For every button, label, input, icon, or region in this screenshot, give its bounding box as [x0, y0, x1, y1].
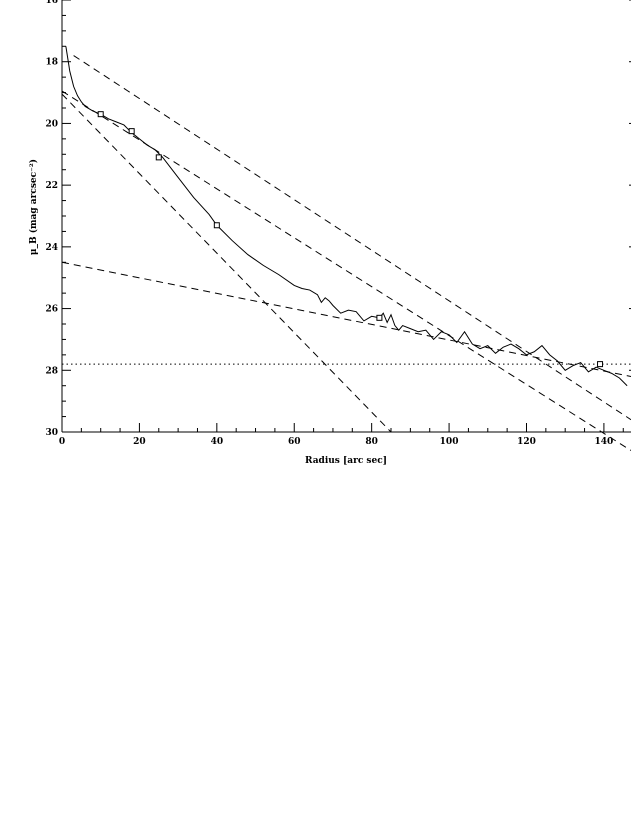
square-marker	[155, 154, 162, 161]
x-tick-label: 120	[517, 437, 536, 447]
x-tick-label: 100	[440, 437, 459, 447]
x-tick-label: 80	[365, 437, 378, 447]
x-tick-label: 40	[211, 437, 224, 447]
square-marker	[128, 128, 135, 135]
square-marker	[597, 361, 604, 368]
y-tick-label: 24	[45, 243, 58, 253]
series-solid-0	[65, 46, 628, 387]
y-tick-label: 28	[45, 366, 58, 376]
plot-axes	[61, 0, 631, 433]
x-tick-label: 60	[288, 437, 301, 447]
x-tick-label: 140	[595, 437, 614, 447]
x-tick-label: 20	[133, 437, 146, 447]
plot-series	[61, 46, 631, 451]
series-dashed-3	[61, 90, 631, 451]
y-tick-label: 18	[45, 58, 58, 68]
series-dashed-4	[61, 261, 631, 377]
square-marker	[213, 222, 220, 229]
square-marker	[376, 314, 383, 321]
y-tick-label: 16	[45, 0, 58, 6]
y-tick-label: 20	[45, 119, 58, 129]
y-axis-label: μ_B (mag arcsec⁻²)	[28, 159, 39, 255]
series-dashed-1	[61, 93, 392, 433]
x-tick-label: 0	[59, 437, 65, 447]
x-axis-label: Radius [arc sec]	[305, 456, 387, 466]
y-tick-label: 22	[45, 181, 58, 191]
plot-markers	[97, 111, 604, 368]
series-dashed-2	[73, 55, 631, 421]
square-marker	[97, 111, 104, 118]
y-tick-label: 26	[45, 305, 58, 315]
plot-ticks: 0 20 40 60 80 100 120 140 16 18 20 22 24 26 28 30	[45, 0, 631, 447]
y-tick-label: 30	[45, 428, 58, 438]
